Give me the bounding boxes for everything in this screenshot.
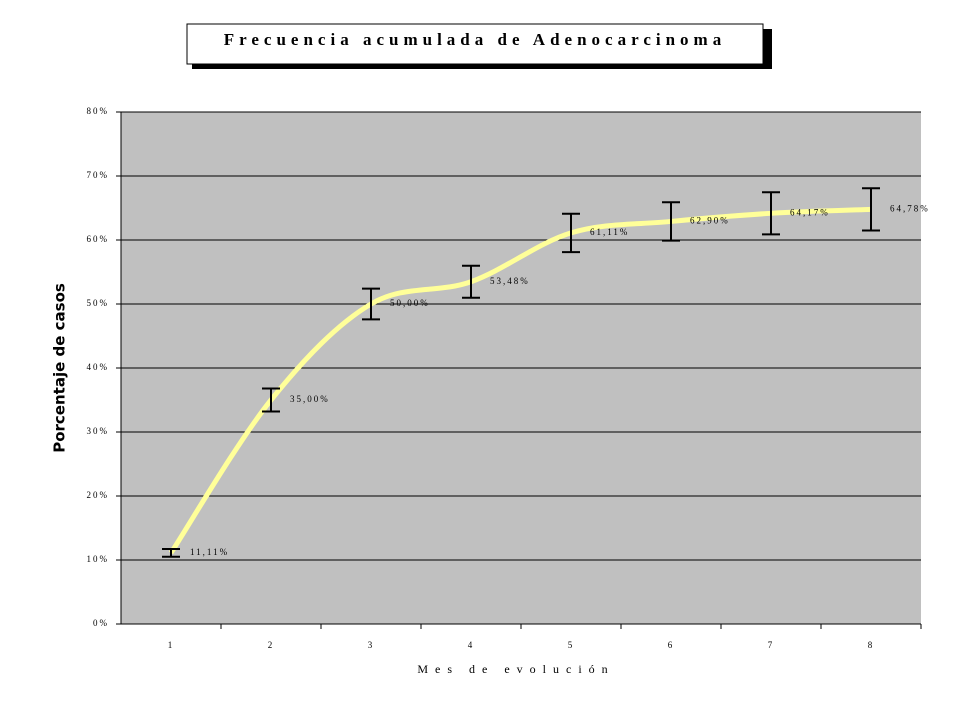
x-tick-label: 2 [268, 640, 275, 650]
x-tick-label: 5 [568, 640, 575, 650]
x-tick-label: 4 [468, 640, 475, 650]
title-box [186, 23, 764, 65]
data-label: 61,11% [590, 227, 629, 237]
data-label: 64,17% [790, 207, 830, 217]
y-tick-label: 60% [87, 234, 110, 244]
chart-title: Frecuencia acumulada de Adenocarcinoma [224, 30, 726, 49]
x-tick-label: 6 [668, 640, 675, 650]
y-tick-label: 50% [87, 298, 110, 308]
data-label: 53,48% [490, 276, 530, 286]
x-tick-label: 8 [868, 640, 875, 650]
y-tick-label: 30% [87, 426, 110, 436]
data-label: 11,11% [190, 547, 229, 557]
y-tick-label: 70% [87, 170, 110, 180]
data-label: 64,78% [890, 203, 930, 213]
data-label: 62,90% [690, 216, 730, 226]
y-tick-label: 40% [87, 362, 110, 372]
data-label: 50,00% [390, 298, 430, 308]
x-tick-label: 1 [168, 640, 175, 650]
y-tick-label: 0% [93, 618, 109, 628]
y-axis-title: Porcentaje de casos [51, 283, 69, 453]
x-axis-title: Mes de evolución [417, 662, 614, 676]
y-tick-label: 20% [87, 490, 110, 500]
x-tick-label: 7 [768, 640, 775, 650]
y-tick-label: 80% [87, 106, 110, 116]
x-tick-label: 3 [368, 640, 375, 650]
y-tick-label: 10% [87, 554, 110, 564]
data-label: 35,00% [290, 394, 330, 404]
